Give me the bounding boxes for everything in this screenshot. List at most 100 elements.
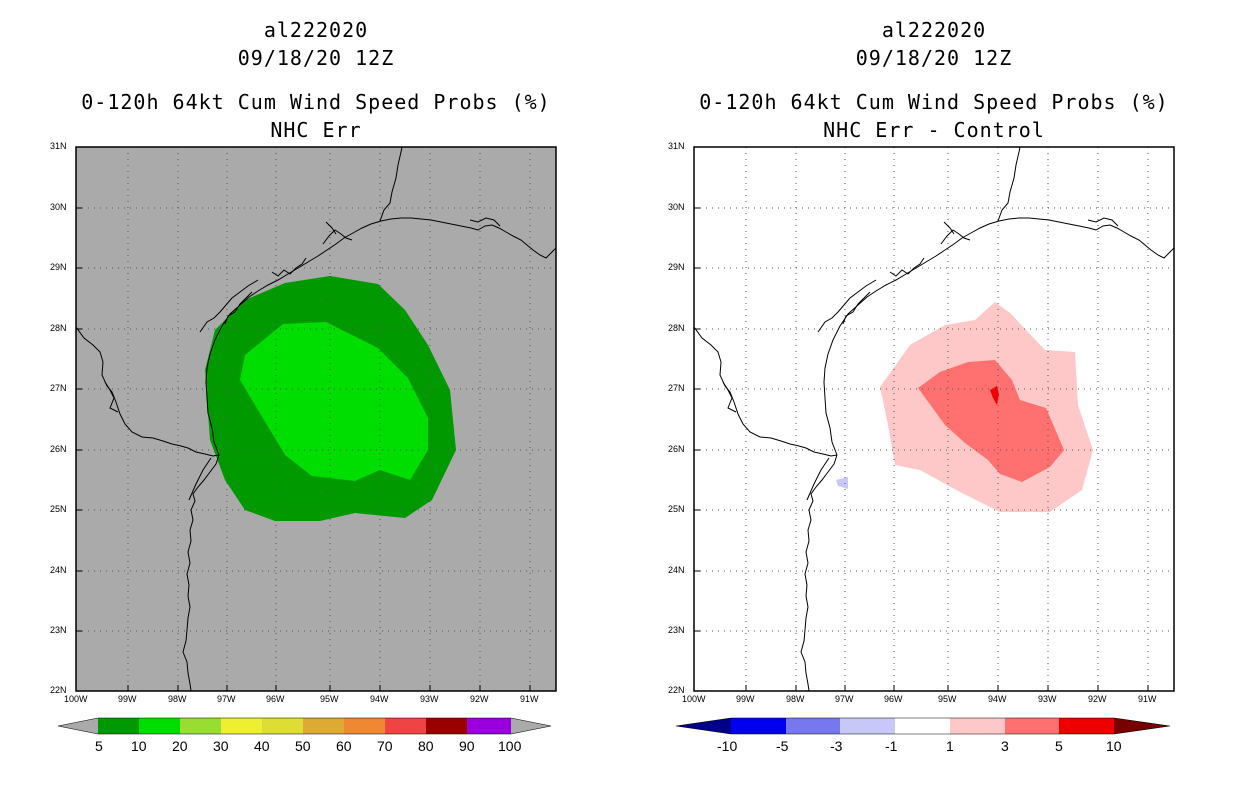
right-colorbar-label-10: 10 bbox=[1106, 738, 1122, 754]
right-lon-label-92: 92W bbox=[1088, 694, 1107, 704]
right-lon-label-100: 100W bbox=[682, 694, 706, 704]
left-lat-label-29: 29N bbox=[50, 262, 67, 272]
right-lon-label-99: 99W bbox=[736, 694, 755, 704]
right-storm-id: al222020 bbox=[881, 18, 987, 42]
left-swatch-5 bbox=[262, 718, 303, 734]
right-colorbar-label-5: 5 bbox=[1055, 738, 1063, 754]
right-subtitle: NHC Err - Control bbox=[823, 118, 1045, 142]
left-swatch-8 bbox=[385, 718, 426, 734]
right-lon-label-98: 98W bbox=[786, 694, 805, 704]
right-map bbox=[693, 146, 1175, 692]
left-lon-label-91: 91W bbox=[520, 694, 539, 704]
right-colorbar-label-neg10: -10 bbox=[717, 738, 738, 754]
left-lon-label-98: 98W bbox=[168, 694, 187, 704]
right-colorbar-label-3: 3 bbox=[1001, 738, 1009, 754]
left-lat-label-24: 24N bbox=[50, 565, 67, 575]
left-lat-label-28: 28N bbox=[50, 323, 67, 333]
left-colorbar bbox=[57, 717, 552, 735]
left-product-title: 0-120h 64kt Cum Wind Speed Probs (%) bbox=[81, 90, 551, 114]
left-swatch-3 bbox=[180, 718, 221, 734]
right-colorbar-left-arrow bbox=[676, 718, 731, 734]
right-lon-label-96: 96W bbox=[884, 694, 903, 704]
right-lon-label-93: 93W bbox=[1038, 694, 1057, 704]
left-colorbar-label-100: 100 bbox=[498, 738, 522, 754]
right-colorbar-label-1: 1 bbox=[946, 738, 954, 754]
right-lat-label-27: 27N bbox=[668, 383, 685, 393]
right-lat-label-30: 30N bbox=[668, 202, 685, 212]
right-grid bbox=[694, 147, 1174, 691]
right-lon-label-95: 95W bbox=[938, 694, 957, 704]
left-colorbar-label-50: 50 bbox=[295, 738, 311, 754]
left-colorbar-left-arrow bbox=[58, 718, 98, 734]
left-swatch-2 bbox=[139, 718, 180, 734]
left-map bbox=[75, 146, 557, 692]
left-swatch-1 bbox=[98, 718, 139, 734]
left-lat-label-23: 23N bbox=[50, 625, 67, 635]
left-lat-label-31: 31N bbox=[50, 141, 67, 151]
left-lon-label-99: 99W bbox=[118, 694, 137, 704]
left-colorbar-label-10: 10 bbox=[131, 738, 147, 754]
left-swatch-10 bbox=[467, 718, 511, 734]
right-lat-label-23: 23N bbox=[668, 625, 685, 635]
right-swatch-1 bbox=[731, 718, 786, 734]
right-lat-label-24: 24N bbox=[668, 565, 685, 575]
left-grid bbox=[76, 147, 556, 691]
left-lon-label-100: 100W bbox=[64, 694, 88, 704]
right-colorbar-label-neg1: -1 bbox=[885, 738, 898, 754]
right-lon-label-97: 97W bbox=[835, 694, 854, 704]
left-lon-label-96: 96W bbox=[266, 694, 285, 704]
right-colorbar-label-neg5: -5 bbox=[776, 738, 789, 754]
right-colorbar bbox=[675, 717, 1171, 735]
left-colorbar-label-80: 80 bbox=[418, 738, 434, 754]
right-lon-label-91: 91W bbox=[1138, 694, 1157, 704]
right-swatch-5 bbox=[950, 718, 1005, 734]
left-lat-label-27: 27N bbox=[50, 383, 67, 393]
right-lat-label-31: 31N bbox=[668, 141, 685, 151]
left-colorbar-label-20: 20 bbox=[172, 738, 188, 754]
right-datetime: 09/18/20 12Z bbox=[855, 46, 1013, 70]
left-map-frame bbox=[75, 146, 557, 692]
right-diff-contour-5 bbox=[990, 386, 999, 405]
left-colorbar-label-90: 90 bbox=[459, 738, 475, 754]
left-colorbar-label-60: 60 bbox=[336, 738, 352, 754]
right-lat-label-29: 29N bbox=[668, 262, 685, 272]
left-lon-label-93: 93W bbox=[420, 694, 439, 704]
right-swatch-2 bbox=[786, 718, 840, 734]
right-swatch-7 bbox=[1059, 718, 1114, 734]
left-lat-label-30: 30N bbox=[50, 202, 67, 212]
left-swatch-6 bbox=[303, 718, 344, 734]
right-map-frame bbox=[693, 146, 1175, 692]
right-lat-label-28: 28N bbox=[668, 323, 685, 333]
right-colorbar-label-neg3: -3 bbox=[830, 738, 843, 754]
right-lon-label-94: 94W bbox=[988, 694, 1007, 704]
left-lat-label-26: 26N bbox=[50, 444, 67, 454]
left-colorbar-label-40: 40 bbox=[254, 738, 270, 754]
left-swatch-9 bbox=[426, 718, 467, 734]
right-swatch-4 bbox=[895, 718, 950, 734]
right-swatch-3 bbox=[840, 718, 895, 734]
right-lat-label-25: 25N bbox=[668, 504, 685, 514]
left-lon-label-92: 92W bbox=[470, 694, 489, 704]
right-lat-label-22: 22N bbox=[668, 685, 685, 695]
right-swatch-6 bbox=[1005, 718, 1059, 734]
left-swatch-4 bbox=[221, 718, 262, 734]
left-swatch-7 bbox=[344, 718, 385, 734]
left-colorbar-label-5: 5 bbox=[95, 738, 103, 754]
left-datetime: 09/18/20 12Z bbox=[237, 46, 395, 70]
right-diff-contour-neg1 bbox=[836, 477, 848, 489]
left-colorbar-label-70: 70 bbox=[377, 738, 393, 754]
right-diff-contour-3 bbox=[918, 360, 1064, 482]
left-prob-contour-10 bbox=[240, 322, 428, 481]
left-lon-label-95: 95W bbox=[320, 694, 339, 704]
left-colorbar-swatches bbox=[98, 718, 511, 734]
left-lat-label-25: 25N bbox=[50, 504, 67, 514]
right-lat-label-26: 26N bbox=[668, 444, 685, 454]
left-colorbar-label-30: 30 bbox=[213, 738, 229, 754]
right-product-title: 0-120h 64kt Cum Wind Speed Probs (%) bbox=[699, 90, 1169, 114]
left-lon-label-94: 94W bbox=[370, 694, 389, 704]
left-subtitle: NHC Err bbox=[270, 118, 362, 142]
right-colorbar-right-arrow bbox=[1114, 718, 1170, 734]
left-storm-id: al222020 bbox=[263, 18, 369, 42]
left-lon-label-97: 97W bbox=[217, 694, 236, 704]
